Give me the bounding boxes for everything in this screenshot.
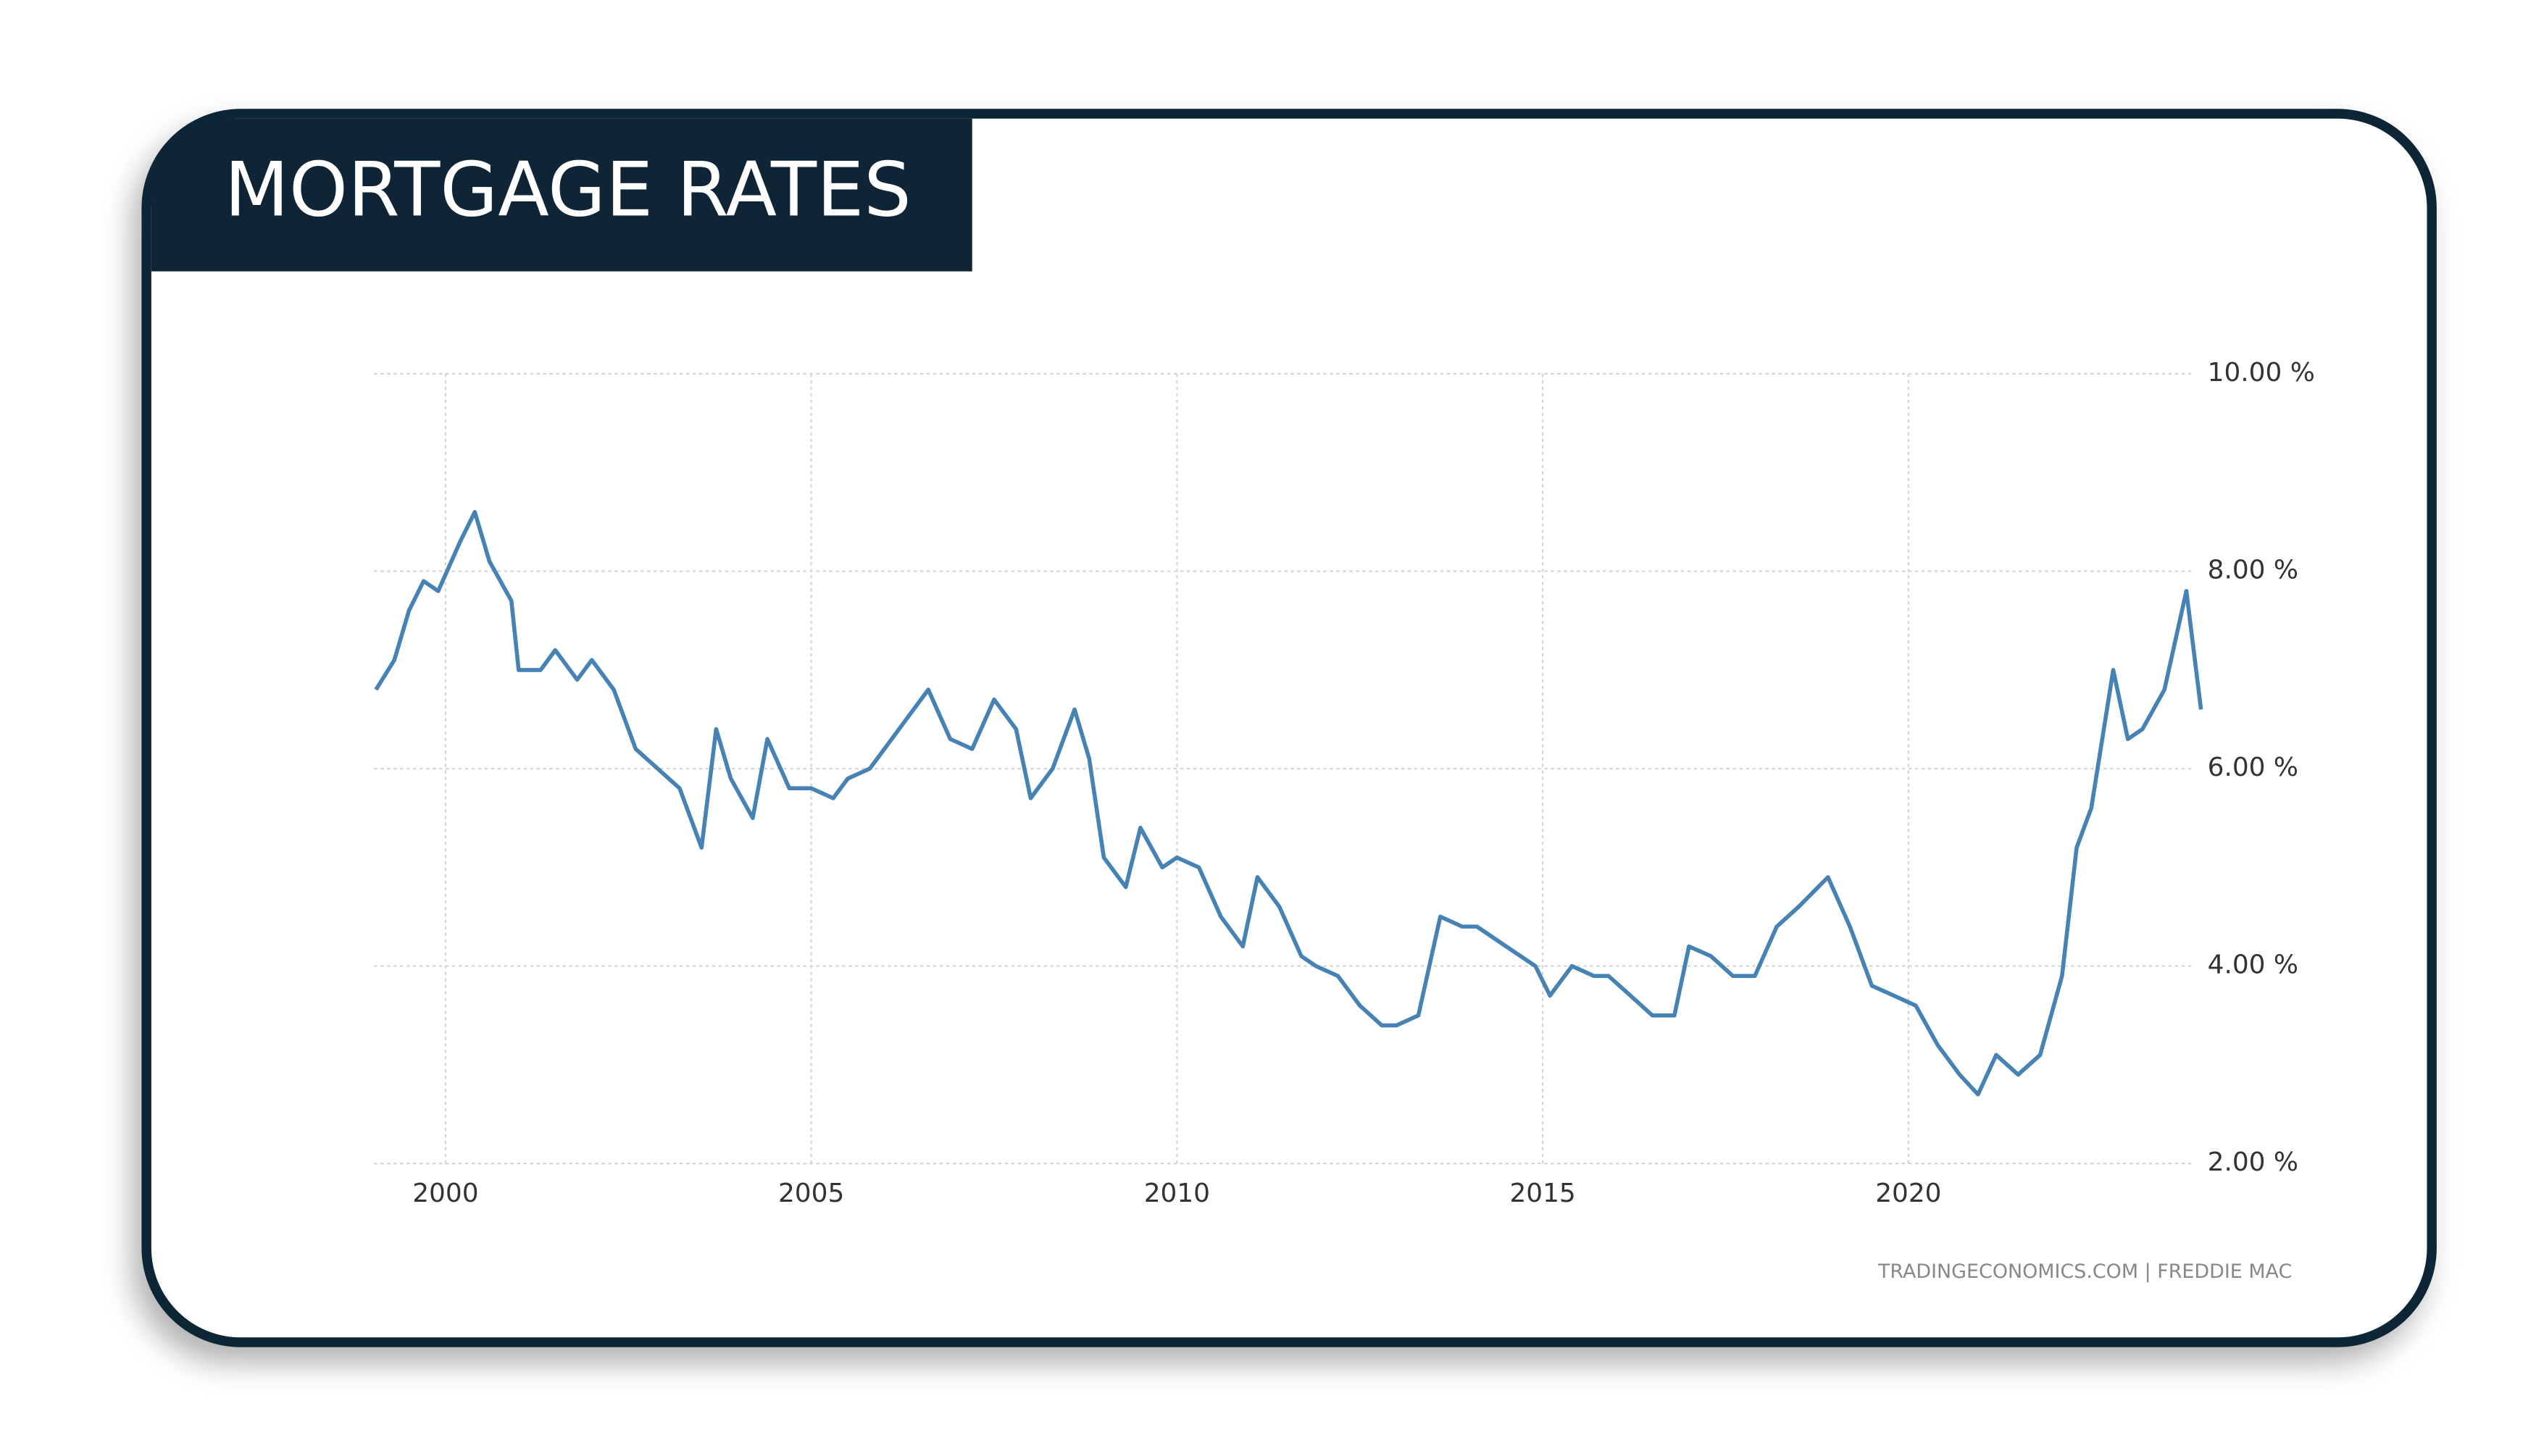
x-tick-label: 2005 <box>778 1179 844 1208</box>
y-tick-label: 8.00 % <box>2208 556 2298 585</box>
plot: 2.00 % 4.00 % 6.00 % 8.00 % 10.00 % 2000 2005 2… <box>374 358 2315 1208</box>
line <box>374 510 2203 1097</box>
x-tick-label: 2000 <box>412 1179 478 1208</box>
chart-title: MORTGAGE RATES <box>225 147 912 234</box>
source: TRADINGECONOMICS.COM | FREDDIE MAC <box>1877 1260 2292 1283</box>
title-box <box>151 118 972 272</box>
x-tick-label: 2010 <box>1144 1179 1210 1208</box>
y-tick-label: 4.00 % <box>2208 950 2298 980</box>
x-tick-label: 2020 <box>1875 1179 1941 1208</box>
card <box>141 109 2437 1347</box>
y-tick-label: 2.00 % <box>2208 1147 2298 1177</box>
y-tick-label: 10.00 % <box>2208 358 2315 388</box>
y-tick-label: 6.00 % <box>2208 753 2298 782</box>
x-tick-label: 2015 <box>1509 1179 1575 1208</box>
